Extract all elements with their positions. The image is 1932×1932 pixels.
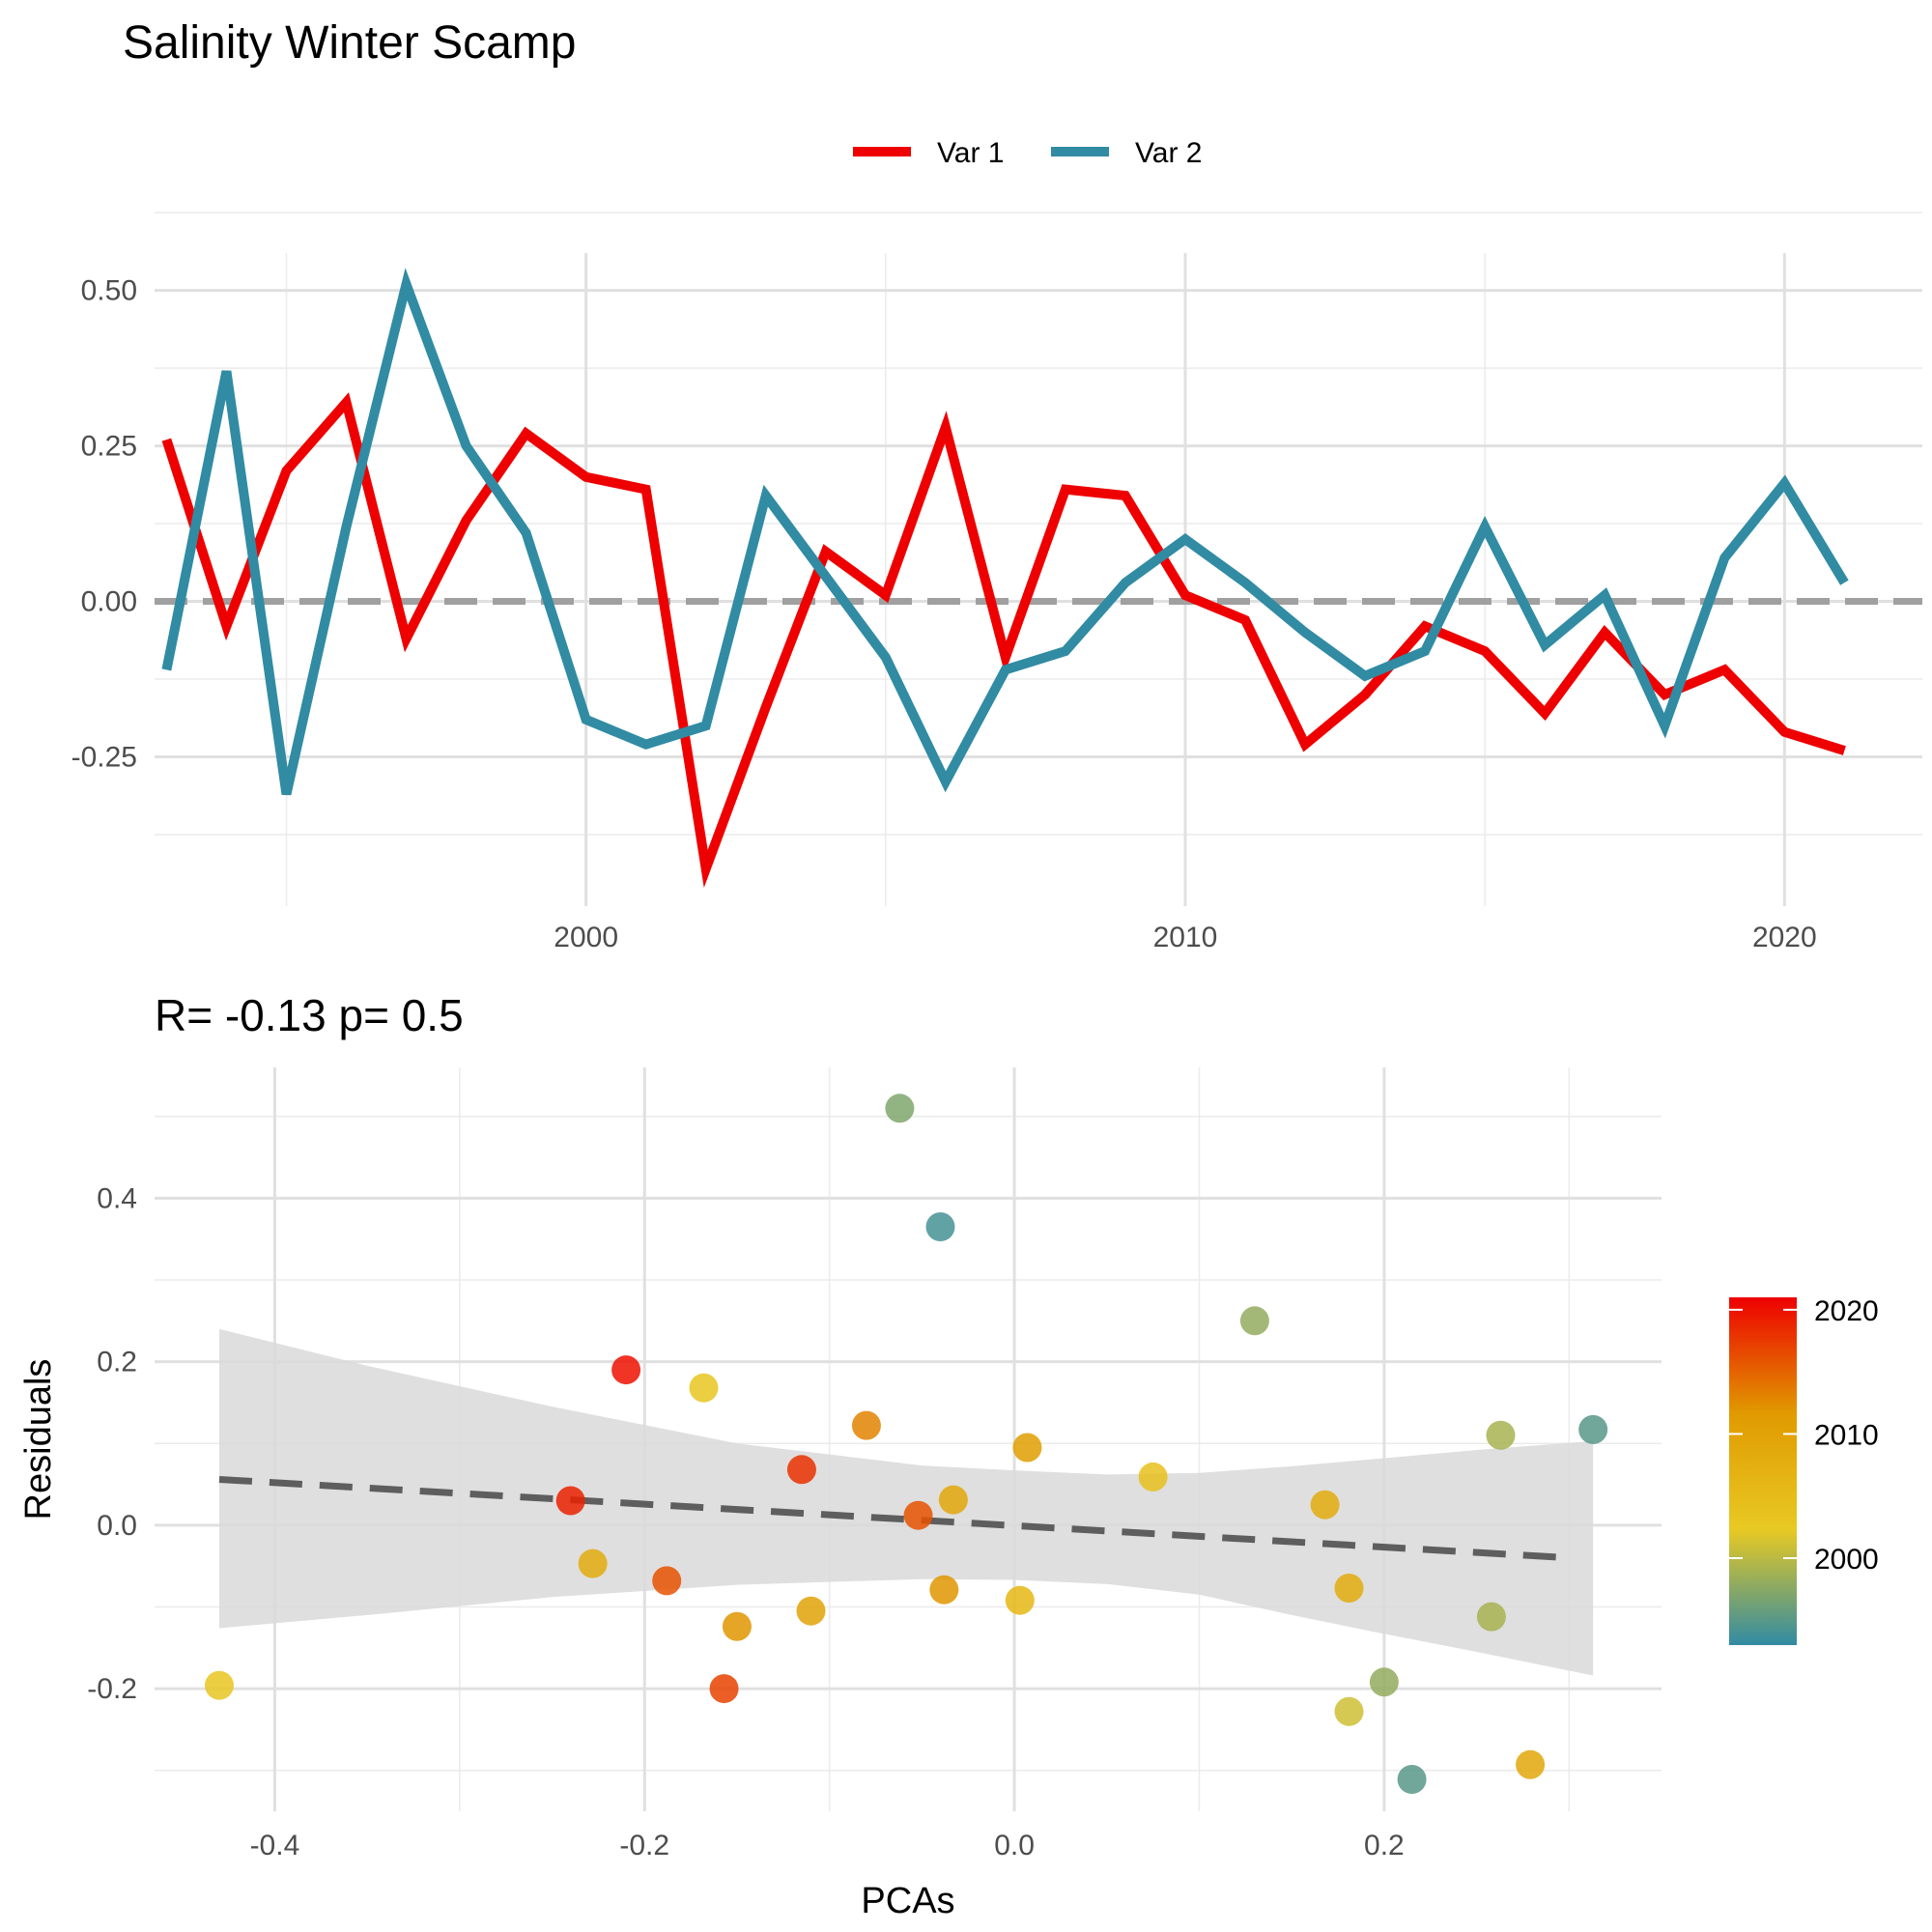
data-point xyxy=(652,1566,682,1596)
data-point xyxy=(786,1455,816,1485)
trend-line xyxy=(218,1475,1570,1562)
data-point xyxy=(1334,1696,1364,1726)
y-tick-label: 0.50 xyxy=(81,275,137,307)
colorbar-tick-label: 2000 xyxy=(1814,1544,1879,1576)
x-tick-label: 2000 xyxy=(554,922,618,953)
data-point xyxy=(578,1548,608,1578)
y-tick-label: -0.2 xyxy=(87,1673,137,1705)
data-point xyxy=(1578,1414,1608,1444)
data-point xyxy=(851,1410,881,1440)
y-axis-label: Residuals xyxy=(18,1359,59,1520)
x-axis-label: PCAs xyxy=(861,1881,954,1921)
x-tick-label: -0.4 xyxy=(250,1830,300,1861)
data-point xyxy=(1310,1490,1340,1520)
data-point xyxy=(925,1212,955,1241)
colorbar-tick-label: 2010 xyxy=(1814,1419,1879,1451)
data-point xyxy=(1397,1765,1427,1794)
data-point xyxy=(1476,1602,1506,1632)
chart-title: Salinity Winter Scamp xyxy=(123,17,576,69)
data-point xyxy=(885,1094,915,1123)
line-panel: 2000 2010 2020 0.50 0.25 0.00 -0.25 xyxy=(71,212,1922,953)
x-tick-label: 2010 xyxy=(1153,922,1218,953)
data-point xyxy=(938,1485,968,1515)
data-point xyxy=(1138,1462,1168,1492)
scatter-panel: -0.4 -0.2 0.0 0.2 0.4 0.2 0.0 -0.2 xyxy=(87,1067,1662,1861)
x-tick-label: 0.0 xyxy=(994,1830,1035,1861)
y-tick-label: 0.00 xyxy=(81,586,137,618)
data-point xyxy=(1012,1433,1042,1463)
scatter-subtitle: R= -0.13 p= 0.5 xyxy=(155,990,464,1040)
data-point xyxy=(1239,1306,1269,1336)
series-line-var1 xyxy=(161,392,1846,889)
data-point xyxy=(903,1500,933,1530)
data-point xyxy=(796,1596,826,1626)
data-point xyxy=(929,1575,959,1605)
legend-label-var1: Var 1 xyxy=(937,137,1004,169)
data-point xyxy=(689,1373,719,1403)
data-point xyxy=(1334,1574,1364,1603)
legend: Var 1 Var 2 xyxy=(853,137,1202,169)
series-line-var2 xyxy=(161,268,1849,796)
data-point xyxy=(709,1674,739,1704)
legend-label-var2: Var 2 xyxy=(1135,137,1202,169)
y-tick-label: 0.0 xyxy=(97,1510,137,1542)
y-tick-label: 0.4 xyxy=(97,1182,137,1214)
y-tick-label: 0.25 xyxy=(81,431,137,463)
data-point xyxy=(1005,1585,1035,1615)
x-tick-label: 0.2 xyxy=(1364,1830,1405,1861)
confidence-band xyxy=(218,1328,1594,1676)
y-tick-label: 0.2 xyxy=(97,1347,137,1378)
data-point xyxy=(555,1486,585,1516)
data-point xyxy=(204,1670,234,1700)
x-tick-label: 2020 xyxy=(1752,922,1817,953)
data-point xyxy=(1369,1667,1399,1697)
data-point xyxy=(1486,1420,1516,1450)
x-tick-label: -0.2 xyxy=(619,1830,669,1861)
data-point xyxy=(1516,1749,1546,1779)
colorbar: 2000 2010 2020 xyxy=(1729,1295,1879,1645)
data-point xyxy=(722,1611,752,1641)
colorbar-gradient-bar xyxy=(1729,1297,1797,1645)
data-point xyxy=(611,1355,641,1385)
y-tick-label: -0.25 xyxy=(71,741,137,773)
colorbar-tick-label: 2020 xyxy=(1814,1295,1879,1327)
